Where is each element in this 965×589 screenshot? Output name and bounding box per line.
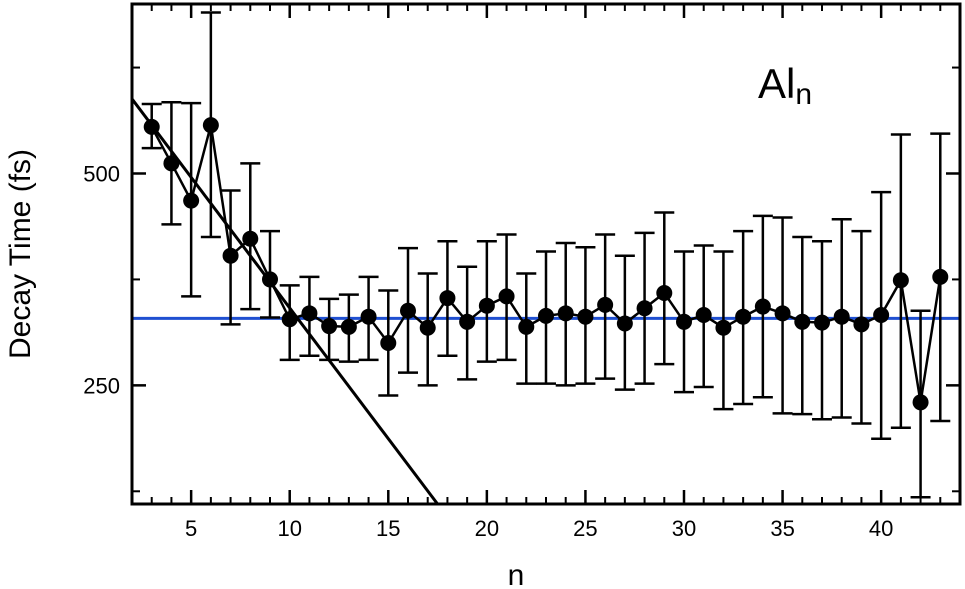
data-point <box>518 318 535 335</box>
x-axis-title: n <box>508 559 525 589</box>
x-tick-label: 5 <box>185 516 197 541</box>
data-point <box>242 230 259 247</box>
data-point <box>892 272 909 289</box>
data-point <box>478 297 495 314</box>
data-point <box>400 302 416 319</box>
data-point <box>380 334 397 351</box>
data-point <box>814 314 830 331</box>
data-point <box>281 311 298 328</box>
data-point <box>360 308 377 325</box>
data-point <box>735 308 752 325</box>
data-point <box>262 271 278 288</box>
data-point <box>912 394 929 411</box>
data-point <box>439 290 456 307</box>
annotation-subscript: n <box>795 78 812 111</box>
x-tick-label: 35 <box>770 516 794 541</box>
x-tick-label: 25 <box>573 516 597 541</box>
data-point <box>636 300 653 317</box>
y-tick-label: 250 <box>83 373 120 398</box>
data-point <box>695 307 712 324</box>
data-point <box>774 305 791 322</box>
fit-line <box>130 98 439 505</box>
data-point <box>656 284 673 301</box>
data-point <box>538 307 554 324</box>
x-tick-label: 15 <box>376 516 400 541</box>
data-point <box>143 118 160 135</box>
data-point <box>183 192 200 209</box>
y-axis-title: Decay Time (fs) <box>4 149 37 359</box>
data-point <box>419 319 436 336</box>
data-point <box>577 308 594 325</box>
data-point <box>932 268 949 285</box>
data-point <box>676 313 692 330</box>
data-point <box>301 305 318 322</box>
data-point <box>853 316 870 333</box>
data-point <box>202 117 219 134</box>
data-point <box>616 315 633 332</box>
data-series <box>141 11 951 499</box>
data-point <box>833 308 850 325</box>
data-point <box>597 296 614 313</box>
annotation-main: Al <box>758 60 795 107</box>
data-point <box>163 155 180 172</box>
data-point <box>459 313 476 330</box>
data-point <box>340 318 357 335</box>
tick-labels: 5 10 15 20 25 30 35 40 250 500 <box>83 161 893 541</box>
data-point <box>498 288 515 305</box>
data-point <box>754 298 771 315</box>
series-annotation: Aln <box>758 60 812 111</box>
data-point <box>715 319 732 336</box>
y-tick-label: 500 <box>83 161 120 186</box>
x-tick-label: 20 <box>475 516 499 541</box>
data-point <box>873 307 890 324</box>
data-point <box>321 318 338 335</box>
x-tick-label: 10 <box>277 516 301 541</box>
plot-frame <box>130 2 962 506</box>
data-point <box>794 313 811 330</box>
data-point <box>222 247 239 264</box>
data-point <box>557 305 574 322</box>
x-tick-label: 40 <box>869 516 893 541</box>
x-tick-label: 30 <box>672 516 696 541</box>
